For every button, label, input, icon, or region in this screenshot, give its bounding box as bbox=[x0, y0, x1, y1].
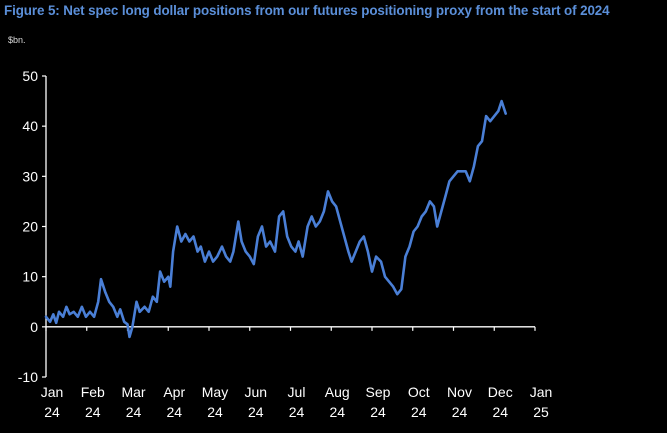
x-axis: Jan 24 Feb 24 Mar 24 Apr 24 May 24 Jun 24 Jul 24 Aug 24… bbox=[41, 326, 553, 420]
x-tick-label-year: 25 bbox=[533, 404, 549, 420]
x-tick-label-month: May bbox=[202, 384, 228, 400]
y-tick-label: 20 bbox=[22, 219, 38, 235]
x-tick-label-year: 24 bbox=[207, 404, 223, 420]
x-tick-label-year: 24 bbox=[248, 404, 264, 420]
x-tick-label-month: Jan bbox=[530, 384, 553, 400]
x-tick-label-month: Mar bbox=[121, 384, 145, 400]
x-tick-label-year: 24 bbox=[44, 404, 60, 420]
x-tick-label-year: 24 bbox=[411, 404, 427, 420]
x-tick-label-month: Sep bbox=[366, 384, 391, 400]
x-tick-label-month: Aug bbox=[325, 384, 350, 400]
x-tick-label-year: 24 bbox=[126, 404, 142, 420]
y-unit-label: $bn. bbox=[8, 35, 26, 45]
x-tick-label-month: Nov bbox=[447, 384, 472, 400]
series-line bbox=[44, 99, 507, 339]
x-tick-label-year: 24 bbox=[166, 404, 182, 420]
x-tick-label-month: Apr bbox=[163, 384, 185, 400]
x-tick-label-year: 24 bbox=[85, 404, 101, 420]
y-axis: -10 0 10 20 30 40 50 bbox=[18, 68, 47, 385]
y-tick-label: 0 bbox=[30, 319, 38, 335]
x-tick-label-year: 24 bbox=[492, 404, 508, 420]
x-tick-label-year: 24 bbox=[452, 404, 468, 420]
y-tick-label: 50 bbox=[22, 68, 38, 84]
x-tick-label-year: 24 bbox=[289, 404, 305, 420]
x-tick-label-month: Jul bbox=[288, 384, 306, 400]
y-tick-label: 10 bbox=[22, 269, 38, 285]
y-tick-label: 30 bbox=[22, 168, 38, 184]
series-layer bbox=[44, 99, 507, 339]
x-tick-label-month: Feb bbox=[81, 384, 105, 400]
chart-title: Figure 5: Net spec long dollar positions… bbox=[4, 3, 610, 18]
y-tick-label: -10 bbox=[18, 369, 38, 385]
x-tick-label-month: Oct bbox=[408, 384, 430, 400]
x-tick-label-month: Dec bbox=[488, 384, 513, 400]
x-tick-label-year: 24 bbox=[370, 404, 386, 420]
y-tick-label: 40 bbox=[22, 118, 38, 134]
x-tick-label-month: Jan bbox=[41, 384, 64, 400]
x-tick-label-year: 24 bbox=[329, 404, 345, 420]
x-tick-label-month: Jun bbox=[244, 384, 267, 400]
